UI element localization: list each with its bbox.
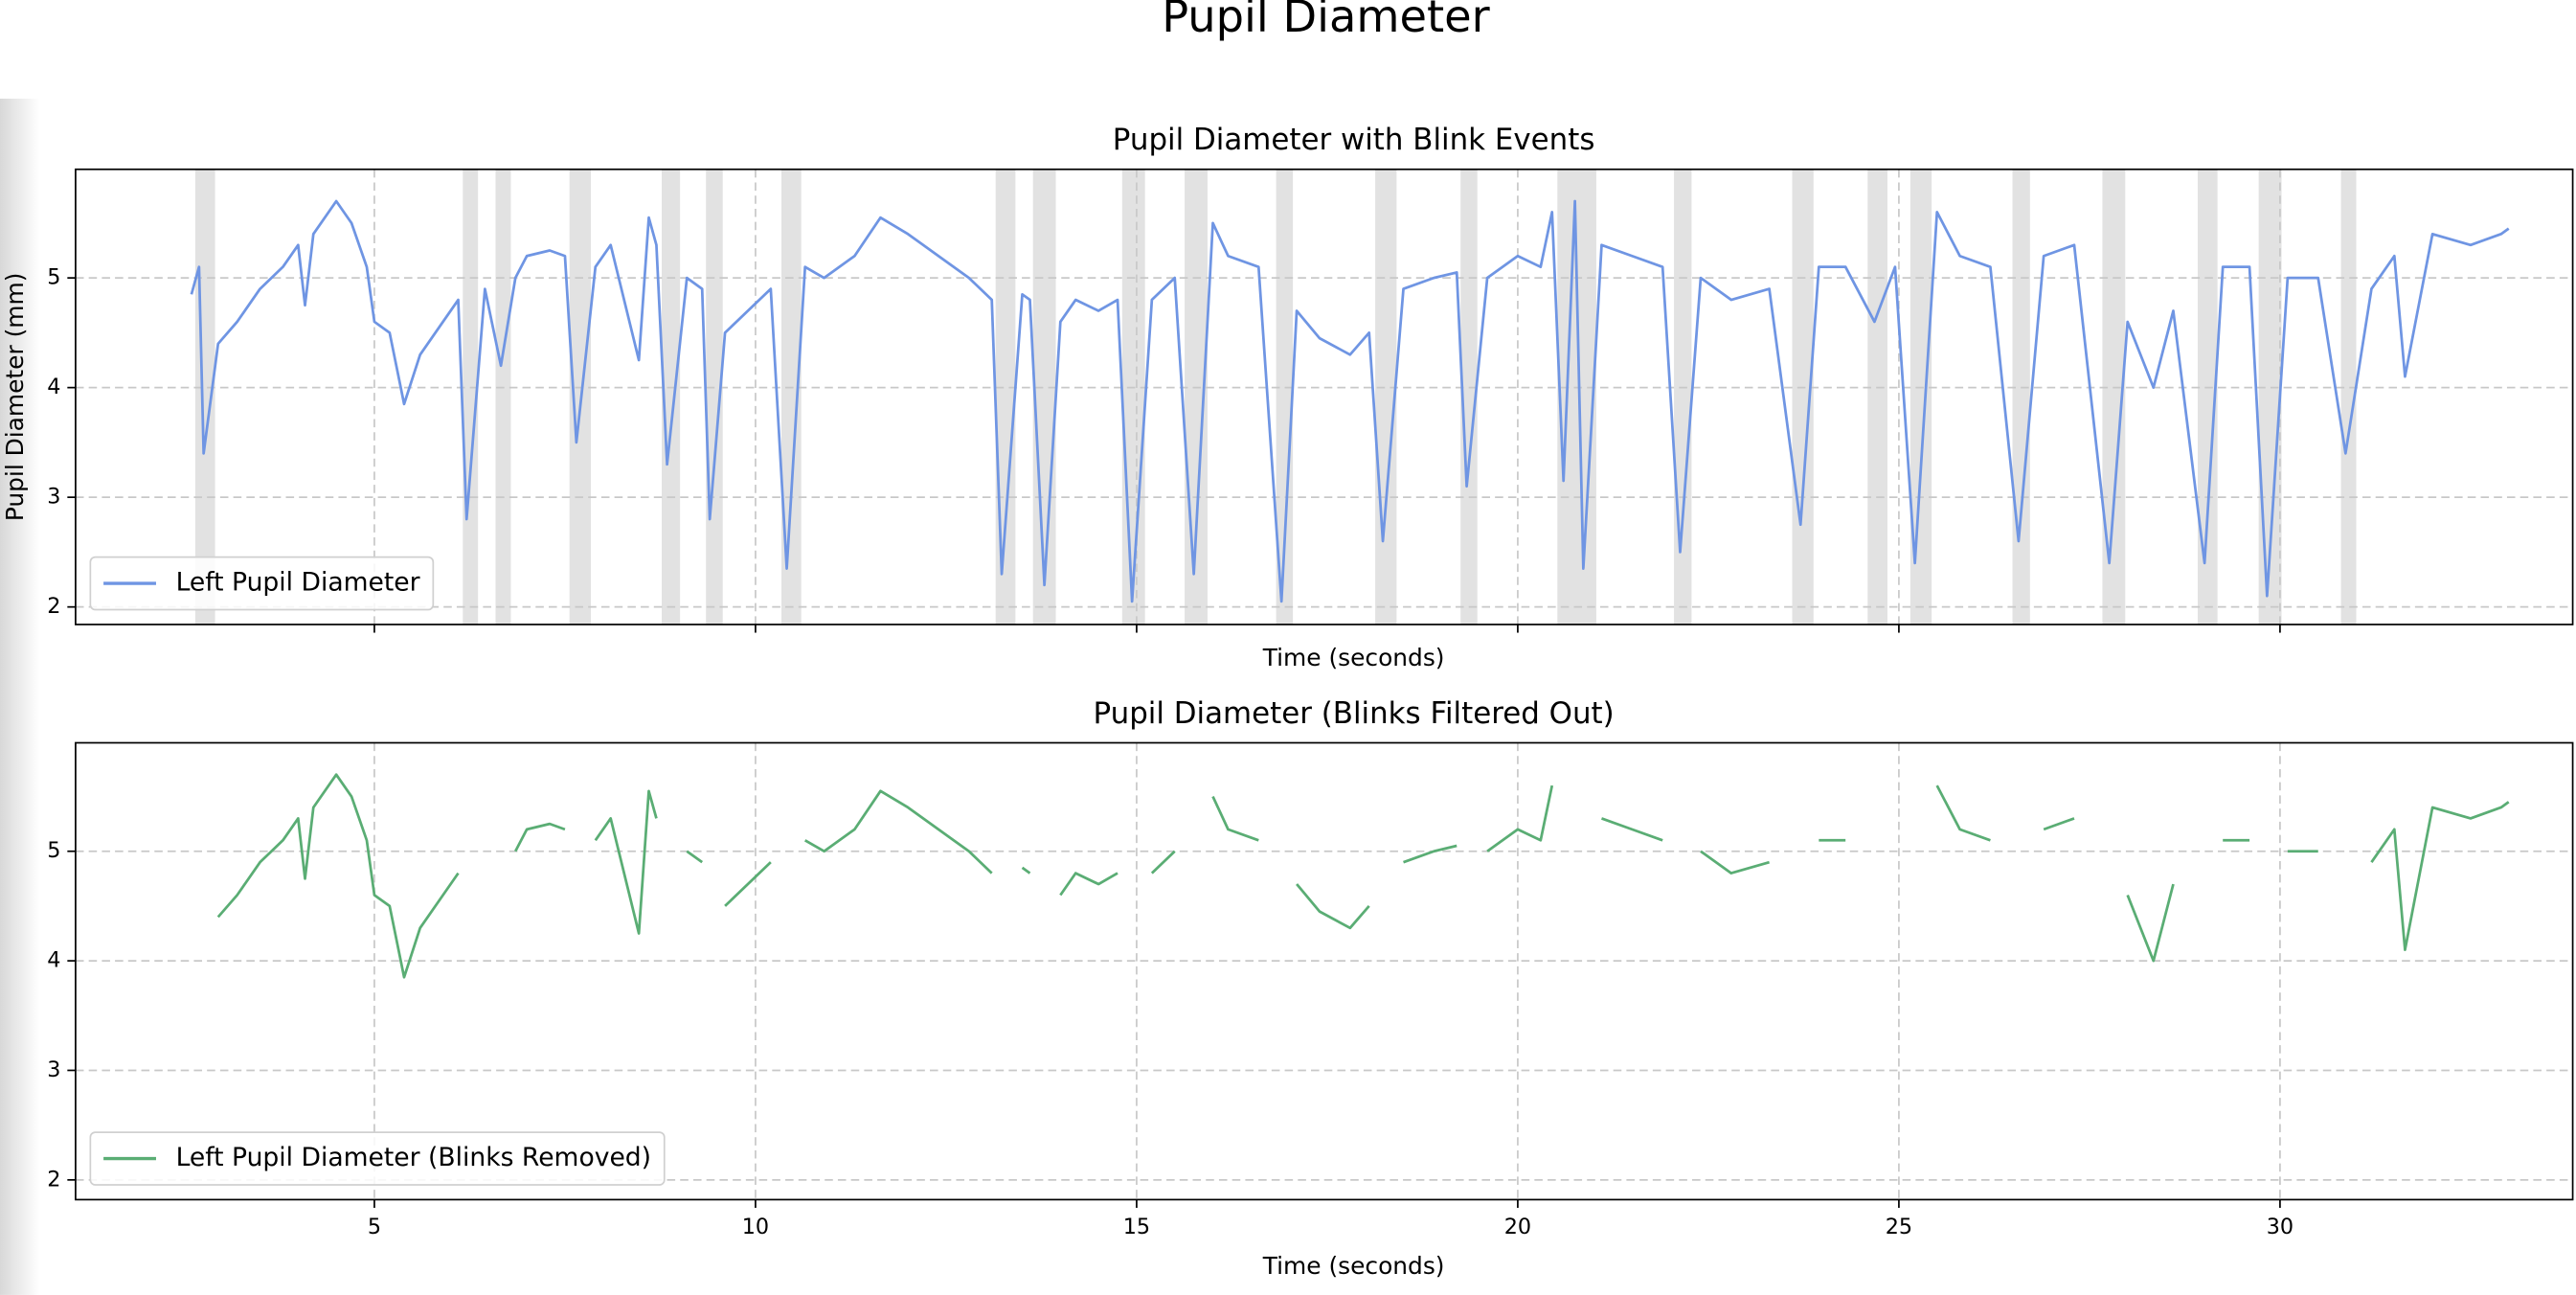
x-tick-label: 20	[1504, 1215, 1531, 1239]
figure-title: Pupil Diameter	[1162, 0, 1490, 42]
blink-span	[780, 169, 802, 625]
y-tick-label: 2	[47, 594, 60, 619]
y-tick-label: 4	[47, 948, 60, 973]
y-tick-label: 3	[47, 485, 60, 510]
window-shadow	[0, 99, 40, 1295]
blink-span	[1032, 169, 1056, 625]
legend: Left Pupil Diameter	[89, 556, 435, 611]
legend-box	[89, 556, 435, 611]
y-axis-label: Pupil Diameter (mm)	[1, 273, 29, 522]
blink-span	[1674, 169, 1692, 625]
blink-span	[1121, 169, 1145, 625]
blink-span	[2012, 169, 2030, 625]
blink-span	[995, 169, 1016, 625]
legend-label: Left Pupil Diameter	[176, 568, 420, 598]
x-tick-label: 10	[742, 1215, 769, 1239]
x-axis-label: Time (seconds)	[1262, 1252, 1445, 1280]
blink-span	[2258, 169, 2282, 625]
data-line	[190, 199, 2510, 603]
x-tick-label: 5	[368, 1215, 381, 1239]
blink-span	[2102, 169, 2126, 625]
axes-frame	[75, 168, 2574, 625]
legend-box	[89, 1131, 666, 1186]
x-tick-label: 25	[1886, 1215, 1912, 1239]
x-axis-label: Time (seconds)	[1262, 644, 1445, 671]
data-line	[216, 773, 2510, 979]
blink-span	[662, 169, 681, 625]
blink-span	[2340, 169, 2357, 625]
x-tick-label: 15	[1123, 1215, 1150, 1239]
legend-label: Left Pupil Diameter (Blinks Removed)	[176, 1143, 651, 1172]
blink-span	[1276, 169, 1294, 625]
axes: 5 10 15 20 25 30 2 3 4 5 Pupil Diameter (Blinks Fi…	[47, 696, 2574, 1280]
axes: 2 3 4 5 Pupil Diameter with Blink Events Time…	[1, 123, 2574, 671]
y-tick-label: 5	[47, 265, 60, 290]
y-tick-label: 3	[47, 1057, 60, 1082]
x-tick-label: 30	[2267, 1215, 2294, 1239]
axes-title: Pupil Diameter with Blink Events	[1113, 123, 1595, 157]
y-tick-label: 2	[47, 1167, 60, 1192]
blink-span	[1460, 169, 1478, 625]
axes-title: Pupil Diameter (Blinks Filtered Out)	[1094, 696, 1615, 731]
blink-span	[1909, 169, 1932, 625]
blink-span	[2197, 169, 2218, 625]
y-tick-label: 4	[47, 375, 60, 399]
legend: Left Pupil Diameter (Blinks Removed)	[89, 1131, 666, 1186]
blink-span	[495, 169, 511, 625]
blink-span	[1867, 169, 1887, 625]
y-tick-label: 5	[47, 838, 60, 863]
axes-frame	[75, 741, 2574, 1201]
